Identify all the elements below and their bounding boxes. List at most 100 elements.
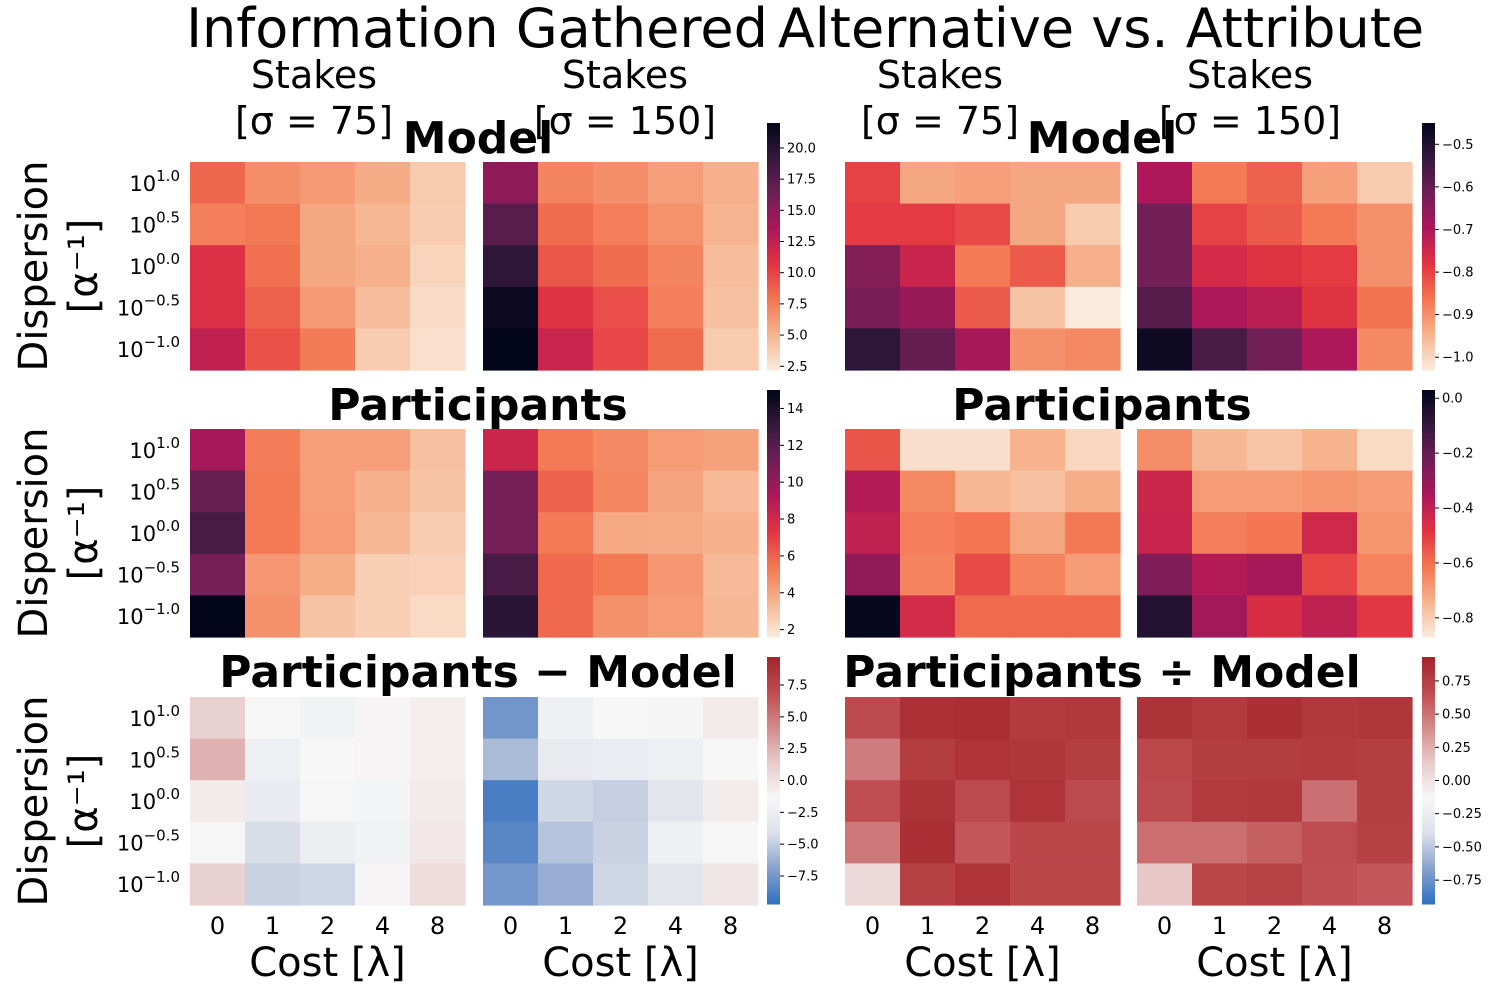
info-model-colorbar-segment	[767, 223, 780, 227]
info-participants-colorbar-segment	[767, 575, 780, 578]
alt-ratio-colorbar-segment	[1422, 743, 1435, 747]
info-participants-colorbar-segment	[767, 532, 780, 535]
alt-ratio-colorbar-segment	[1422, 683, 1435, 687]
alt-ratio-colorbar-segment	[1422, 825, 1435, 829]
alt-ratio-colorbar-segment	[1422, 893, 1435, 897]
info-participants-cell-r4-c1	[245, 595, 301, 638]
alt-model-colorbar-segment	[1422, 227, 1435, 231]
info-model-colorbar-segment	[767, 254, 780, 258]
info-difference-cell-r2-c1	[245, 780, 301, 823]
alt-participants-colorbar-segment	[1422, 501, 1435, 504]
info-difference-colorbar-segment	[767, 694, 780, 697]
x-tick-label: 1	[265, 912, 280, 940]
info-participants-colorbar-segment	[767, 408, 780, 412]
info-difference-colorbar-segment	[767, 893, 780, 897]
alt-model-colorbar-segment	[1422, 215, 1435, 219]
info-model-cell-r4-c4	[703, 328, 759, 371]
alt-ratio-colorbar-segment	[1422, 834, 1435, 837]
alt-participants-colorbar-segment	[1422, 626, 1435, 630]
info-model-cell-r0-c0	[190, 162, 246, 205]
alt-ratio-colorbar-segment	[1422, 661, 1435, 664]
alt-ratio-cell-r3-c4	[1357, 821, 1413, 864]
info-difference-colorbar-segment	[767, 844, 780, 847]
alt-model-colorbar-segment	[1422, 137, 1435, 140]
info-model-colorbar-segment	[767, 232, 780, 235]
colorbars: 2.55.07.510.012.515.017.520.0−1.0−0.9−0.…	[767, 123, 1482, 905]
info-model-colorbar-segment	[767, 341, 780, 344]
alt-participants-cell-r3-c0	[1137, 553, 1193, 596]
alt-model-colorbar-segment	[1422, 326, 1435, 330]
info-model-cell-r3-c4	[410, 286, 466, 329]
alt-participants-colorbar-segment	[1422, 519, 1435, 523]
info-model-cell-r3-c0	[483, 286, 539, 329]
info-difference-colorbar-segment	[767, 866, 780, 870]
alt-ratio-colorbar-segment	[1422, 871, 1435, 874]
info-participants-cell-r4-c0	[483, 595, 539, 638]
alt-model-colorbar-segment	[1422, 267, 1435, 270]
alt-participants-cell-r1-c1	[1192, 470, 1248, 513]
info-model-colorbar-segment	[767, 209, 780, 213]
info-participants-colorbar-segment	[767, 453, 780, 457]
alt-model-colorbar-segment	[1422, 312, 1435, 315]
alt-ratio-colorbar-segment	[1422, 665, 1435, 668]
alt-participants-cell-r0-c4	[1065, 429, 1121, 472]
alt-model-colorbar-segment	[1422, 347, 1435, 350]
info-model-cell-r0-c2	[300, 162, 356, 205]
info-participants-colorbar-segment	[767, 550, 780, 554]
info-participants-colorbar-segment	[767, 400, 780, 403]
alt-participants-colorbar-segment	[1422, 427, 1435, 430]
y-tick-label: 100.5	[129, 475, 180, 504]
info-difference-colorbar-segment	[767, 718, 780, 722]
alt-participants-colorbar-segment	[1422, 478, 1435, 482]
info-difference-colorbar-segment	[767, 702, 780, 705]
alt-participants-cell-r3-c3	[1302, 553, 1358, 596]
alt-participants-cell-r0-c4	[1357, 429, 1413, 472]
info-difference-colorbar-segment	[767, 819, 780, 823]
alt-model-cell-r0-c2	[1247, 162, 1303, 205]
info-participants-cell-r4-c3	[648, 595, 704, 638]
info-model-cell-r2-c3	[648, 245, 704, 288]
x-axis-label: Cost [λ]	[1196, 940, 1353, 986]
info-model-colorbar-segment	[767, 320, 780, 324]
alt-model-colorbar-segment	[1422, 250, 1435, 254]
alt-model-colorbar-segment	[1422, 343, 1435, 346]
info-participants-cell-r3-c0	[483, 553, 539, 596]
info-model-colorbar-segment	[767, 137, 780, 140]
info-difference-colorbar-segment	[767, 687, 780, 691]
alt-model-cell-r4-c3	[1302, 328, 1358, 371]
alt-participants-colorbar-segment	[1422, 424, 1435, 428]
info-difference-cell-r0-c0	[190, 697, 246, 740]
info-participants-cell-r2-c0	[483, 512, 539, 555]
info-model-colorbar-segment	[767, 166, 780, 169]
alt-model-colorbar-tick-label: −0.6	[1442, 180, 1474, 195]
alt-model-colorbar-segment	[1422, 176, 1435, 180]
info-participants-colorbar-segment	[767, 474, 780, 477]
alt-ratio-colorbar-segment	[1422, 733, 1435, 736]
info-difference-cell-r4-c3	[355, 863, 411, 906]
x-tick-label: 1	[920, 912, 935, 940]
info-difference-colorbar-segment	[767, 772, 780, 775]
info-participants-colorbar-segment	[767, 437, 780, 440]
info-participants-colorbar-segment	[767, 515, 780, 519]
alt-ratio-colorbar-segment	[1422, 794, 1435, 798]
alt-model-cell-r0-c0	[845, 162, 901, 205]
x-tick-label: 8	[723, 912, 738, 940]
info-model-colorbar-segment	[767, 318, 780, 322]
y-tick-label: 100.0	[129, 250, 180, 279]
info-model-colorbar-segment	[767, 271, 780, 274]
alt-participants-colorbar-segment	[1422, 624, 1435, 628]
info-model-cell-r2-c1	[538, 245, 594, 288]
info-difference-cell-r1-c4	[703, 738, 759, 781]
alt-model-cell-r3-c4	[1065, 286, 1121, 329]
alt-model-colorbar-segment	[1422, 143, 1435, 147]
alt-participants-colorbar-segment	[1422, 569, 1435, 572]
alt-participants-colorbar-segment	[1422, 587, 1435, 591]
info-participants-colorbar-segment	[767, 429, 780, 432]
alt-model-colorbar-segment	[1422, 324, 1435, 328]
alt-ratio-cell-r1-c2	[955, 738, 1011, 781]
alt-ratio-colorbar-segment	[1422, 770, 1435, 773]
info-difference-colorbar-segment	[767, 764, 780, 767]
info-model-colorbar-segment	[767, 285, 780, 289]
info-model-colorbar-segment	[767, 265, 780, 268]
alt-participants-colorbar-segment	[1422, 577, 1435, 580]
